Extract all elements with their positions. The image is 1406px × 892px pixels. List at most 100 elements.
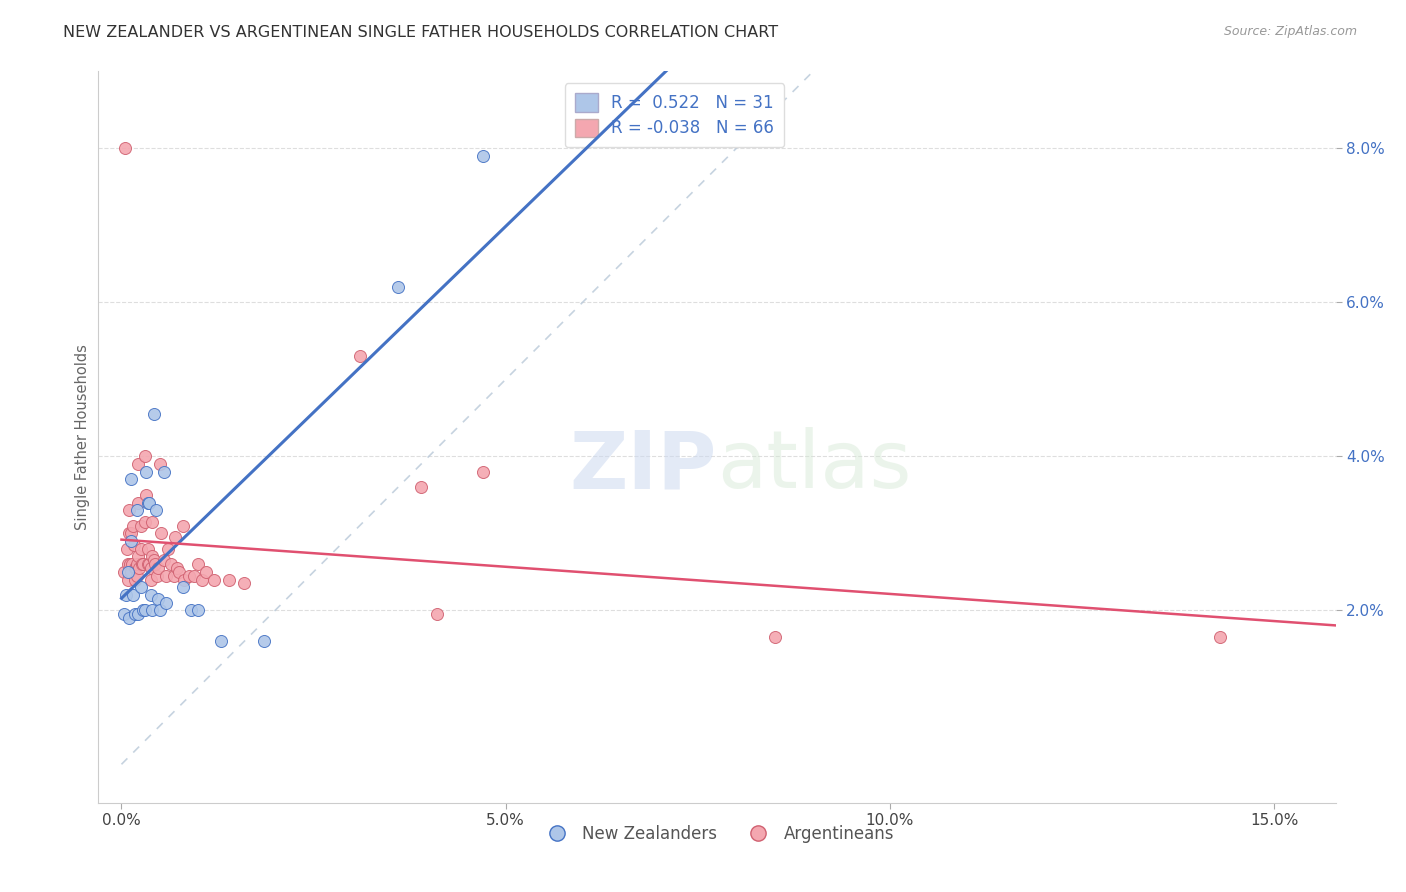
Point: [134, 603, 156, 617]
Point: [155, 568, 177, 582]
Point: [209, 634, 232, 648]
Point: [141, 515, 163, 529]
Point: [124, 573, 146, 587]
Point: [471, 149, 494, 163]
Point: [183, 568, 205, 582]
Point: [187, 557, 209, 571]
Point: [136, 495, 159, 509]
Point: [187, 603, 209, 617]
Point: [135, 488, 157, 502]
Point: [218, 573, 240, 587]
Point: [118, 611, 141, 625]
Point: [167, 565, 190, 579]
Point: [148, 561, 170, 575]
Point: [131, 541, 153, 556]
Point: [1209, 630, 1232, 644]
Point: [149, 603, 172, 617]
Point: [142, 553, 165, 567]
Point: [125, 503, 148, 517]
Point: [112, 565, 135, 579]
Point: [425, 607, 447, 622]
Point: [138, 495, 160, 509]
Point: [253, 634, 276, 648]
Point: [125, 561, 148, 575]
Point: [177, 568, 200, 582]
Point: [152, 465, 174, 479]
Point: [148, 591, 170, 606]
Point: [117, 565, 139, 579]
Point: [124, 561, 146, 575]
Point: [180, 603, 202, 617]
Point: [117, 573, 139, 587]
Point: [191, 573, 214, 587]
Point: [172, 518, 194, 533]
Point: [125, 557, 148, 571]
Point: [129, 580, 152, 594]
Point: [142, 407, 165, 421]
Point: [141, 603, 163, 617]
Point: [121, 534, 143, 549]
Point: [146, 568, 169, 582]
Point: [114, 141, 136, 155]
Point: [118, 526, 141, 541]
Point: [172, 580, 194, 594]
Point: [138, 557, 160, 571]
Point: [121, 557, 143, 571]
Point: [136, 541, 159, 556]
Point: [120, 565, 142, 579]
Point: [132, 603, 155, 617]
Point: [349, 349, 371, 363]
Point: [127, 457, 149, 471]
Point: [471, 465, 494, 479]
Point: [129, 518, 152, 533]
Point: [128, 561, 150, 575]
Point: [387, 280, 409, 294]
Point: [120, 472, 142, 486]
Point: [139, 561, 162, 575]
Point: [122, 538, 145, 552]
Point: [127, 607, 149, 622]
Point: [122, 588, 145, 602]
Point: [135, 465, 157, 479]
Point: [152, 553, 174, 567]
Y-axis label: Single Father Households: Single Father Households: [75, 344, 90, 530]
Point: [118, 557, 141, 571]
Text: Source: ZipAtlas.com: Source: ZipAtlas.com: [1223, 25, 1357, 38]
Legend: New Zealanders, Argentineans: New Zealanders, Argentineans: [533, 818, 901, 849]
Point: [202, 573, 225, 587]
Point: [163, 568, 186, 582]
Point: [411, 480, 433, 494]
Point: [115, 541, 138, 556]
Point: [115, 588, 138, 602]
Point: [122, 518, 145, 533]
Point: [156, 541, 179, 556]
Point: [127, 549, 149, 564]
Point: [134, 450, 156, 464]
Point: [117, 557, 139, 571]
Point: [763, 630, 786, 644]
Text: atlas: atlas: [717, 427, 911, 506]
Point: [195, 565, 218, 579]
Point: [132, 557, 155, 571]
Point: [138, 557, 160, 571]
Point: [145, 503, 167, 517]
Point: [141, 549, 163, 564]
Point: [127, 495, 149, 509]
Point: [131, 557, 153, 571]
Point: [160, 557, 183, 571]
Point: [139, 573, 162, 587]
Point: [155, 596, 177, 610]
Point: [121, 526, 143, 541]
Point: [118, 503, 141, 517]
Point: [150, 526, 173, 541]
Point: [166, 561, 188, 575]
Point: [233, 576, 256, 591]
Point: [149, 457, 172, 471]
Text: ZIP: ZIP: [569, 427, 717, 506]
Text: NEW ZEALANDER VS ARGENTINEAN SINGLE FATHER HOUSEHOLDS CORRELATION CHART: NEW ZEALANDER VS ARGENTINEAN SINGLE FATH…: [63, 25, 779, 40]
Point: [124, 607, 146, 622]
Point: [173, 573, 195, 587]
Point: [139, 588, 162, 602]
Point: [134, 515, 156, 529]
Point: [125, 568, 148, 582]
